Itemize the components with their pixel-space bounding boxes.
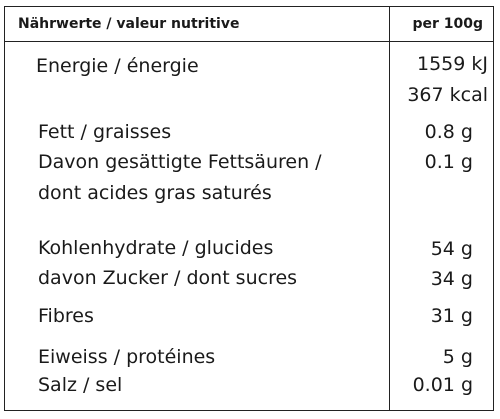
header-name: Nährwerte / valeur nutritive bbox=[18, 16, 240, 32]
row-saturated-label-fr: dont acides gras saturés bbox=[38, 182, 272, 204]
row-fat-value: 0.8 g bbox=[424, 121, 473, 143]
row-salt-label: Salz / sel bbox=[38, 374, 123, 396]
row-sugar-value: 34 g bbox=[430, 268, 473, 290]
row-protein-label: Eiweiss / protéines bbox=[38, 346, 216, 368]
row-carbs-label: Kohlenhydrate / glucides bbox=[38, 237, 274, 259]
table-header: Nährwerte / valeur nutritive per 100g bbox=[5, 7, 493, 42]
row-protein-value: 5 g bbox=[442, 346, 473, 368]
row-fibres-label: Fibres bbox=[38, 305, 94, 327]
row-saturated-label: Davon gesättigte Fettsäuren / bbox=[38, 151, 322, 173]
row-energy-label: Energie / énergie bbox=[36, 55, 199, 77]
row-sugar-label: davon Zucker / dont sucres bbox=[38, 267, 298, 289]
row-carbs-value: 54 g bbox=[430, 238, 473, 260]
row-saturated-value: 0.1 g bbox=[424, 151, 473, 173]
nutrition-table: Nährwerte / valeur nutritive per 100g En… bbox=[4, 6, 494, 411]
row-fat-label: Fett / graisses bbox=[38, 121, 172, 143]
row-fibres-value: 31 g bbox=[430, 305, 473, 327]
row-salt-value: 0.01 g bbox=[412, 374, 473, 396]
row-energy-kcal-value: 367 kcal bbox=[407, 84, 488, 106]
row-energy-kj-value: 1559 kJ bbox=[417, 53, 488, 75]
column-divider bbox=[389, 7, 390, 410]
header-unit: per 100g bbox=[412, 16, 483, 32]
